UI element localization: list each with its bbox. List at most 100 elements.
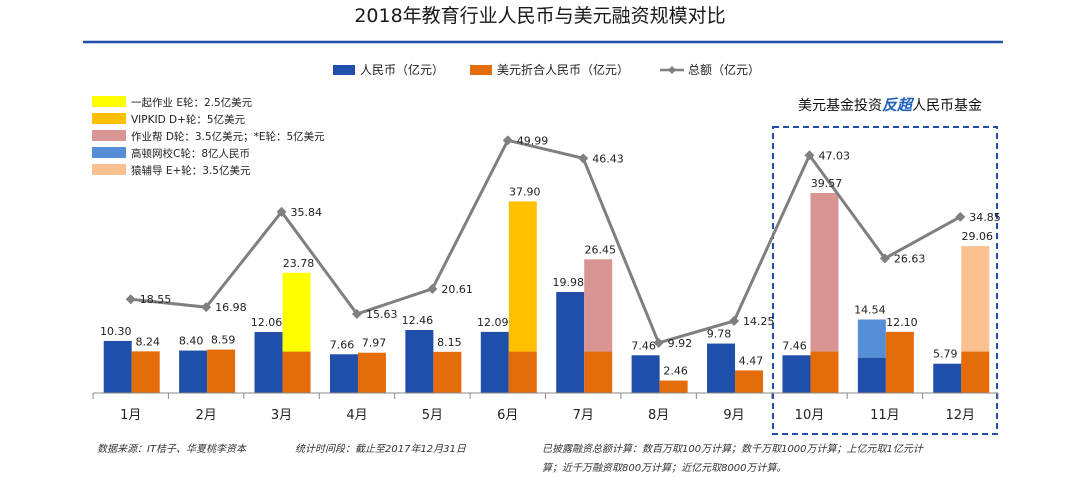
bar-usd <box>659 380 688 393</box>
x-tick-label: 4月 <box>346 408 367 423</box>
annotation-swatch <box>92 164 126 175</box>
bar-usd <box>357 352 386 393</box>
bar-usd <box>131 351 160 393</box>
annotation-swatch <box>92 113 126 124</box>
total-point <box>276 206 287 217</box>
value-label-rmb: 19.98 <box>552 276 584 289</box>
value-label-total: 47.03 <box>818 149 850 162</box>
x-axis: 1月 2月 3月 4月 5月 6月 7月 8月 9月 10月 11月 12月 <box>92 392 999 423</box>
bar-usd <box>735 370 764 393</box>
value-label-usd: 8.15 <box>437 336 462 349</box>
total-point <box>879 253 890 264</box>
bar-rmb-highlight <box>857 319 886 358</box>
bar-rmb <box>782 355 811 393</box>
total-point <box>653 337 664 348</box>
total-point <box>729 315 740 326</box>
value-label-usd: 37.90 <box>509 185 541 198</box>
x-tick-label: 3月 <box>271 408 292 423</box>
bar-usd <box>885 331 914 393</box>
x-tick-label: 11月 <box>870 408 900 423</box>
bar-usd-base <box>508 351 537 393</box>
legend-swatch-marker <box>668 66 676 74</box>
total-point <box>201 302 212 313</box>
total-point <box>502 135 513 146</box>
bar-usd-base <box>961 351 990 393</box>
x-tick-label: 1月 <box>120 408 141 423</box>
bar-rmb <box>405 330 434 393</box>
value-label-usd: 7.97 <box>362 337 387 350</box>
bar-usd <box>207 349 236 393</box>
value-label-rmb: 7.46 <box>782 339 807 352</box>
total-point <box>804 150 815 161</box>
value-label-rmb: 10.30 <box>100 325 132 338</box>
legend-label: 总额（亿元） <box>688 62 760 77</box>
bar-rmb <box>179 350 208 393</box>
value-label-total: 15.63 <box>366 308 398 321</box>
annotation-swatch <box>92 96 126 107</box>
value-label-usd: 23.78 <box>283 257 315 270</box>
legend-label: 美元折合人民币（亿元） <box>497 62 629 77</box>
bar-usd-highlight <box>810 192 839 352</box>
bar-usd-highlight <box>282 272 311 352</box>
value-label-rmb: 12.46 <box>402 314 434 327</box>
footnote-method-2: 算；近千万融资取800万计算；近亿元取8000万计算。 <box>542 462 787 474</box>
legend-label: 人民币（亿元） <box>360 62 444 77</box>
value-label-usd: 29.06 <box>962 230 994 243</box>
x-tick-label: 5月 <box>422 408 443 423</box>
bar-usd-base <box>810 351 839 393</box>
bar-rmb <box>556 292 585 393</box>
value-label-total: 34.85 <box>969 211 1001 224</box>
value-label-usd: 8.24 <box>135 335 160 348</box>
bar-usd <box>433 351 462 393</box>
footnote-method-1: 已披露融资总额计算：数百万取100万计算；数千万取1000万计算；上亿元取1亿元… <box>542 443 924 455</box>
value-label-rmb: 12.06 <box>251 316 283 329</box>
value-label-rmb: 7.66 <box>330 338 355 351</box>
annotation-label: 作业帮 D轮：3.5亿美元；*E轮：5亿美元 <box>131 130 325 143</box>
total-point <box>578 153 589 164</box>
x-tick-label: 2月 <box>195 408 216 423</box>
annotation-label: VIPKID D+轮：5亿美元 <box>131 113 246 126</box>
value-label-rmb: 14.54 <box>854 304 886 317</box>
total-point <box>125 294 136 305</box>
total-line <box>130 138 962 345</box>
footnote-source: 数据来源：IT桔子、华夏桃李资本 <box>97 443 247 455</box>
bar-rmb <box>103 340 132 393</box>
annotation-label: 高顿网校C轮：8亿人民币 <box>131 147 250 160</box>
value-label-rmb: 9.78 <box>707 328 732 341</box>
total-point <box>427 283 438 294</box>
bars-layer <box>103 192 990 393</box>
value-label-rmb: 12.09 <box>477 316 509 329</box>
bar-usd-highlight <box>508 201 537 352</box>
bar-rmb <box>329 354 358 393</box>
value-label-total: 16.98 <box>215 301 247 314</box>
value-labels-layer: 10.308.24 8.40 8.59 12.06 23.78 7.66 7.97 12.46… <box>100 134 1001 377</box>
value-label-total: 14.25 <box>743 315 775 328</box>
x-tick-label: 10月 <box>795 408 825 423</box>
annotation-label: 一起作业 E轮：2.5亿美元 <box>131 96 253 109</box>
total-point <box>955 211 966 222</box>
bar-usd-highlight <box>961 246 990 352</box>
value-label-rmb: 8.40 <box>179 335 204 348</box>
total-point <box>351 308 362 319</box>
value-label-total: 26.63 <box>894 252 926 265</box>
x-tick-label: 12月 <box>946 408 976 423</box>
value-label-total: 35.84 <box>291 206 323 219</box>
value-label-total: 9.92 <box>668 337 693 350</box>
total-line-layer <box>125 135 966 348</box>
x-tick-label: 7月 <box>573 408 594 423</box>
highlight-box <box>772 126 998 435</box>
value-label-rmb: 5.79 <box>933 348 958 361</box>
bar-rmb-base <box>857 357 886 393</box>
value-label-usd: 12.10 <box>886 316 918 329</box>
value-label-total: 18.55 <box>140 293 172 306</box>
bar-usd-highlight <box>584 259 613 352</box>
bar-rmb <box>254 332 283 393</box>
value-label-total: 20.61 <box>441 283 473 296</box>
value-label-usd: 4.47 <box>739 354 764 367</box>
bar-rmb <box>480 331 509 393</box>
bar-rmb <box>707 343 736 393</box>
bar-rmb <box>933 363 962 393</box>
legend-swatch <box>470 65 492 75</box>
